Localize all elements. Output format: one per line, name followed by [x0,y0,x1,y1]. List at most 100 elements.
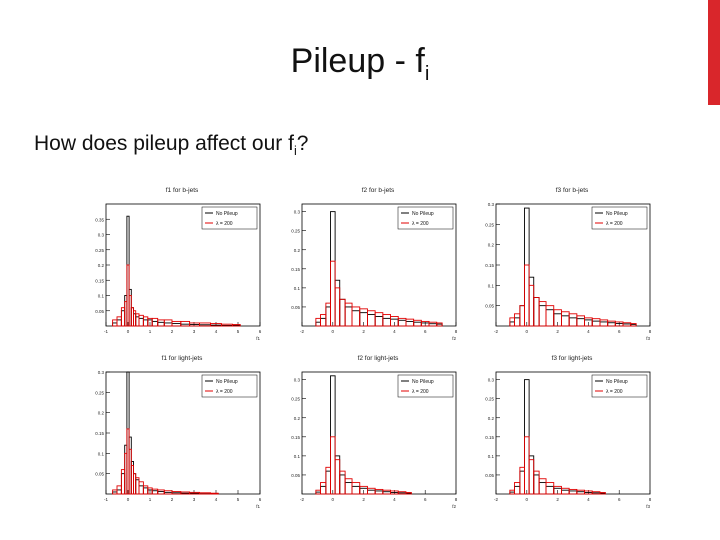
histogram-bin [151,317,159,327]
histogram-bin [135,316,140,327]
chart-title: f2 for b-jets [362,187,395,194]
series-lambda-200 [509,264,637,327]
y-tick-label: 0.2 [98,411,105,416]
series-lambda-200 [112,428,219,495]
histogram-bin [568,313,578,327]
histogram-bin [568,488,578,495]
histogram-bin [325,306,331,327]
histogram-bin [560,311,570,327]
histogram-bin [538,482,547,495]
x-tick-label: 4 [215,329,218,334]
histogram-bin [397,317,407,327]
histogram-bin [339,298,346,327]
histogram-bin [514,485,521,495]
histogram-bin [533,297,540,327]
x-tick-label: -1 [104,329,108,334]
x-axis-label: f2 [452,504,456,509]
legend-box [397,206,454,230]
legend-label-no-pileup: No Pileup [216,379,238,385]
histogram-bin [120,310,126,327]
legend-label-lambda-200: λ = 200 [412,221,429,227]
histogram-bin [509,321,515,327]
x-tick-label: 0 [332,329,335,334]
histogram-bin [599,321,609,327]
x-tick-label: 6 [618,497,621,502]
legend-box [201,206,258,230]
y-tick-label: 0.05 [95,472,104,477]
histogram-bin [138,314,144,327]
x-tick-label: -1 [104,497,108,502]
x-tick-label: 3 [193,329,196,334]
x-tick-label: 0 [526,329,529,334]
legend: No Pileup λ = 200 [591,374,648,398]
legend-box [591,206,648,230]
question-subscript: i [293,144,297,159]
y-tick-label: 0.3 [488,202,495,207]
legend-label-lambda-200: λ = 200 [606,389,623,395]
histogram-bin [320,317,327,327]
x-tick-label: 2 [362,497,365,502]
x-tick-label: 2 [171,497,174,502]
histogram-bin [142,485,149,495]
x-tick-label: 2 [556,329,559,334]
legend-label-lambda-200: λ = 200 [216,221,233,227]
histogram-bin [116,319,122,327]
series-lambda-200 [112,264,241,327]
histogram-bin [514,317,521,327]
x-tick-label: 4 [215,497,218,502]
y-tick-label: 0.05 [95,309,104,314]
y-tick-label: 0.3 [98,233,105,238]
slide-question: How does pileup affect our fi? [34,132,308,158]
histogram-bin [528,459,535,495]
y-tick-label: 0.25 [485,222,494,227]
y-tick-label: 0.3 [294,378,301,383]
histogram-bin [545,482,555,495]
x-tick-label: 4 [393,329,396,334]
histogram-bin [514,313,521,327]
histogram-bin [576,315,585,327]
histogram-bin [320,482,327,495]
y-tick-label: 0.2 [488,416,495,421]
histogram-bin [163,322,173,327]
x-tick-label: 6 [424,329,427,334]
histogram-bin [533,297,540,327]
y-tick-label: 0.2 [294,248,301,253]
slide-title-subscript: i [424,62,430,85]
histogram-bin [560,315,570,327]
x-tick-label: 8 [649,329,652,334]
histogram-bin [339,474,346,495]
y-tick-label: 0.15 [95,431,104,436]
legend-label-lambda-200: λ = 200 [412,389,429,395]
legend-label-no-pileup: No Pileup [412,379,434,385]
x-tick-label: -2 [494,497,498,502]
legend: No Pileup λ = 200 [201,374,258,398]
x-tick-label: 8 [649,497,652,502]
histogram-bin [334,459,341,495]
histogram-bin [374,488,384,495]
histogram-bin [533,474,540,495]
legend-box [397,374,454,398]
chart-f1-b-jets: f1 for b-jets 0.35 0.3 0.25 0.2 0.15 0.1 0.05 -1… [95,187,262,341]
x-tick-label: 2 [556,497,559,502]
x-tick-label: 2 [362,329,365,334]
chart-f2-b-jets: f2 for b-jets 0.3 0.25 0.2 0.15 0.1 0.05 -2 0 2 4 6… [291,187,458,341]
histogram-bin [330,260,336,327]
histogram-bin [607,322,616,327]
histogram-bin [382,317,391,327]
histogram-bin [528,276,535,327]
x-axis-label: f3 [646,336,650,341]
x-tick-label: -2 [300,329,304,334]
histogram-bin [339,298,346,327]
histogram-bin [545,485,555,495]
legend-label-lambda-200: λ = 200 [606,221,623,227]
histogram-bin [320,485,327,495]
histogram-bin [351,310,361,327]
histogram-bin [180,320,191,327]
histogram-bin [334,455,341,495]
histogram-bin [630,323,637,327]
histogram-bin [524,207,530,327]
x-tick-label: 2 [171,329,174,334]
x-tick-label: 0 [526,497,529,502]
histogram-bin [232,324,241,327]
histogram-bin [135,479,140,495]
